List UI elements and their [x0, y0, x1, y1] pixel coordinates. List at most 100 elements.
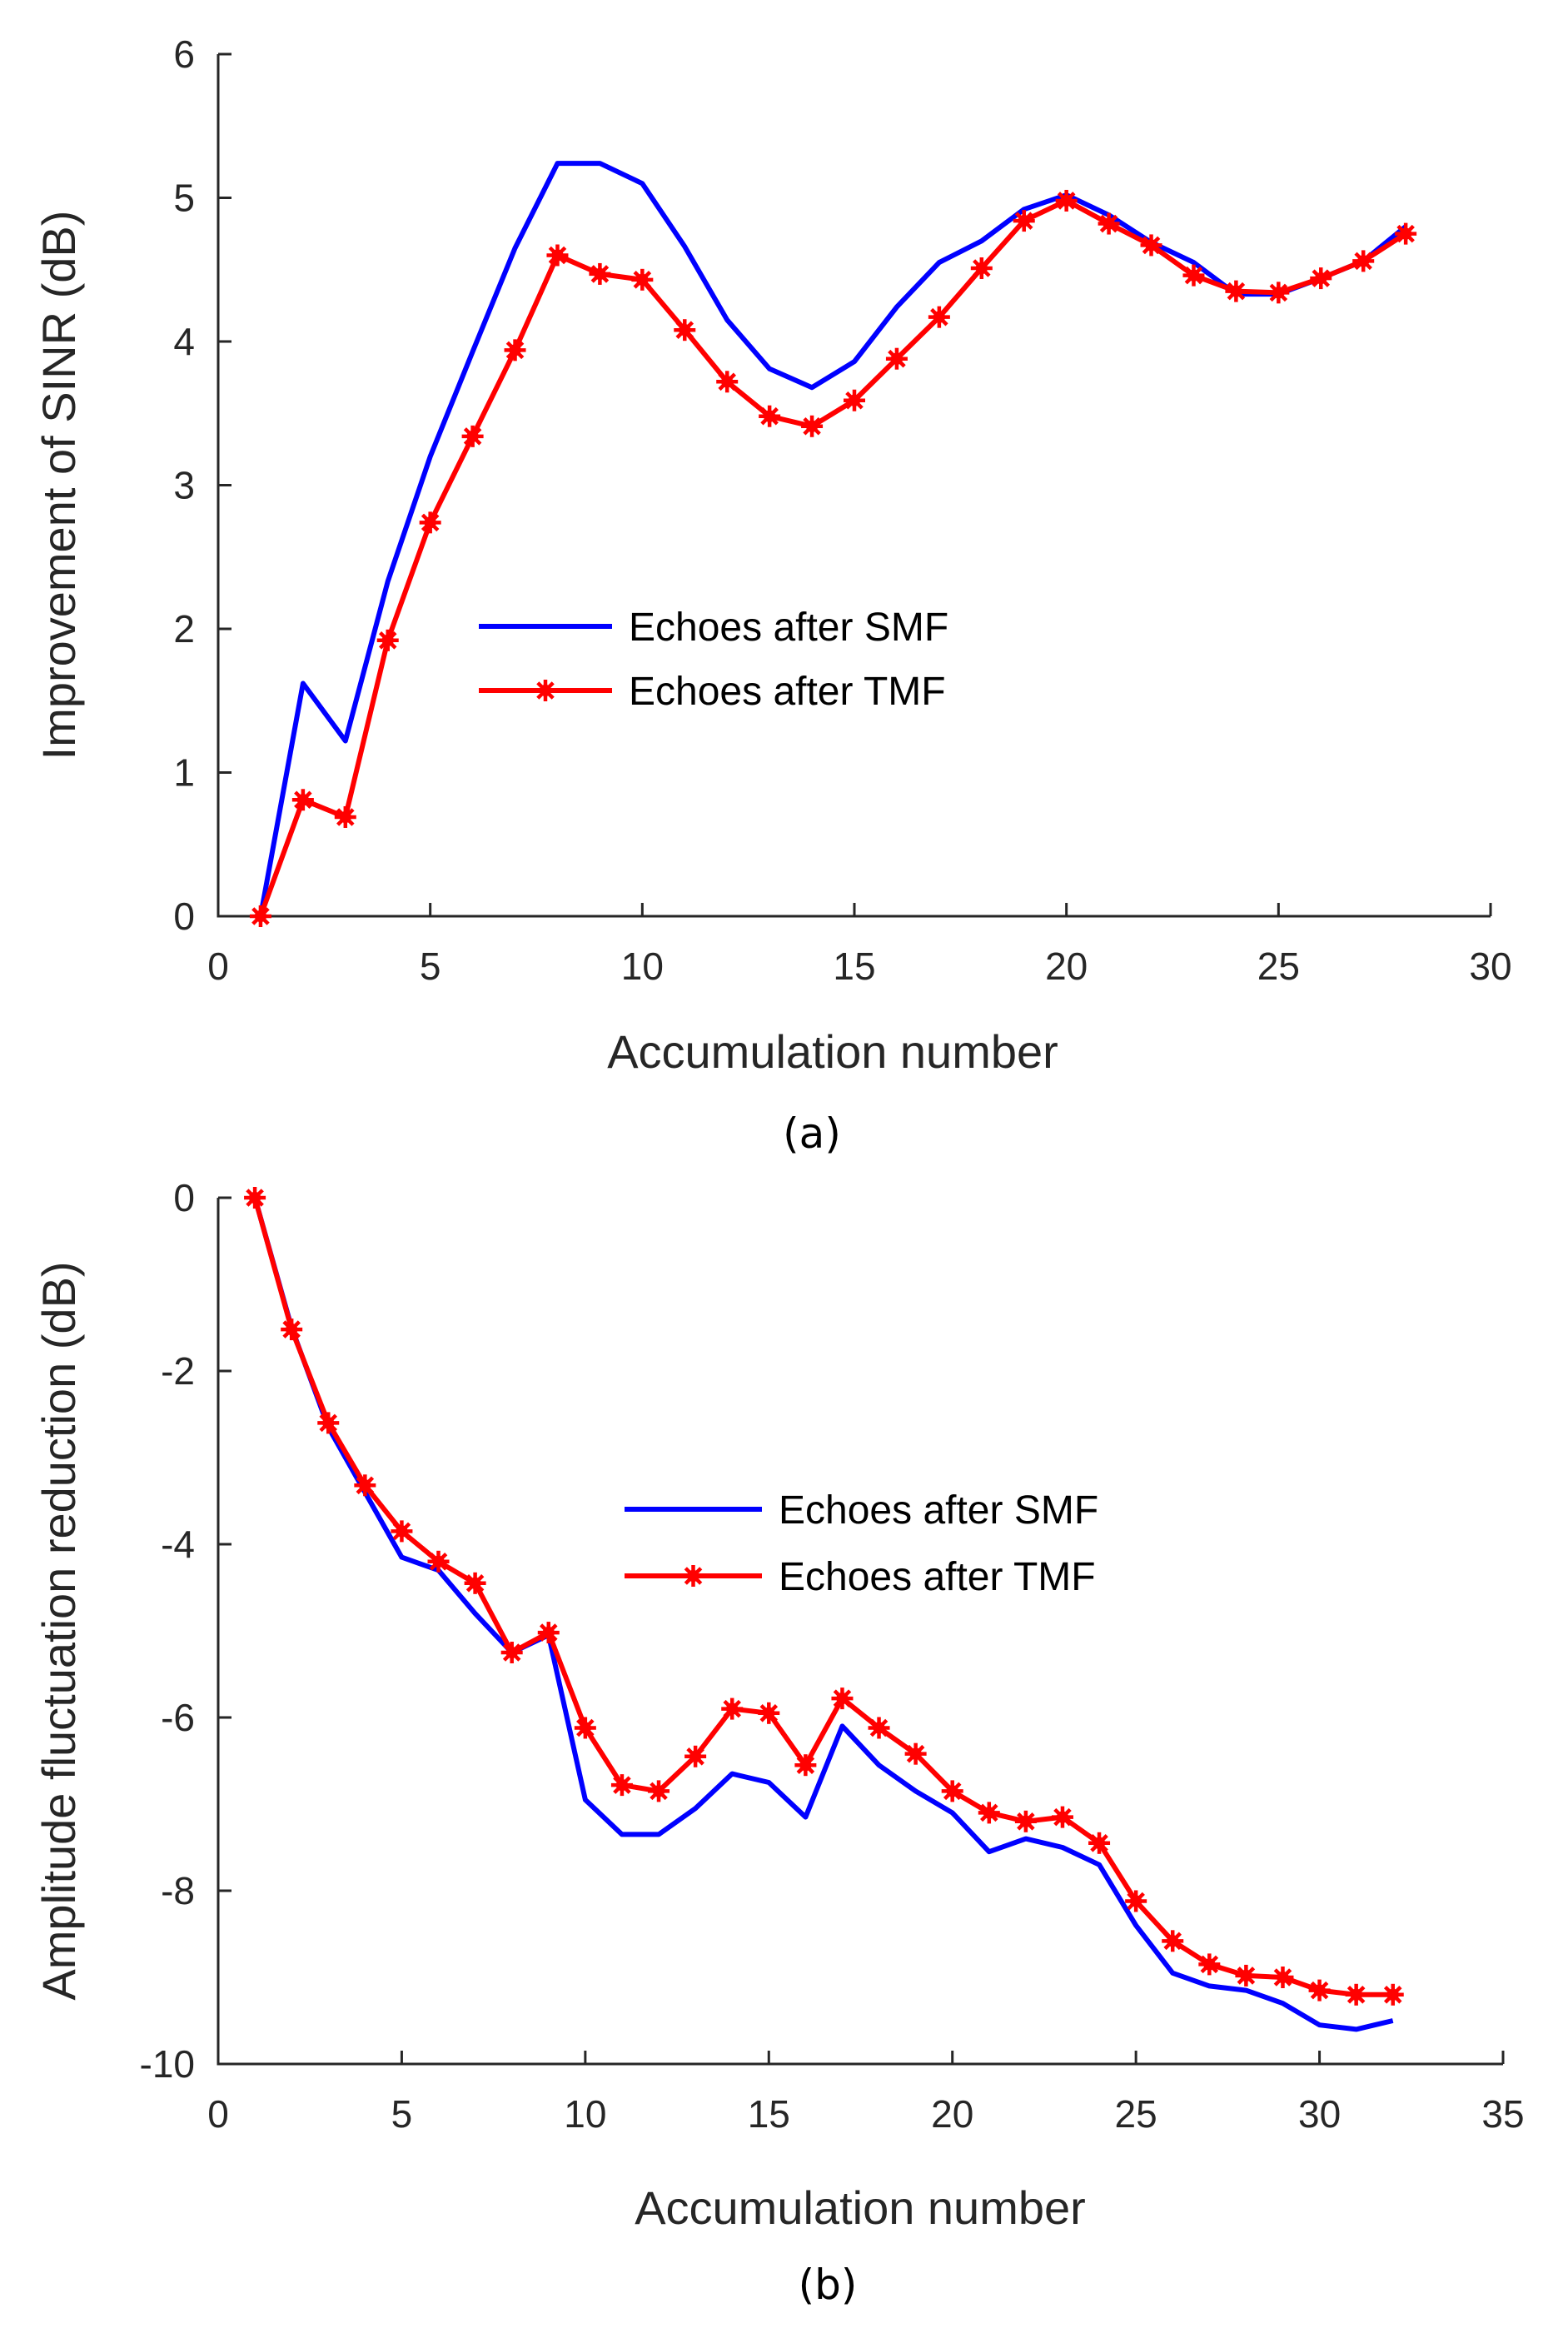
legend-b: Echoes after SMF Echoes after TMF	[625, 1488, 1098, 1599]
x-axis-label: Accumulation number	[635, 2181, 1086, 2234]
data-point-tmf	[1381, 1983, 1404, 2006]
data-point-tmf	[1088, 1832, 1111, 1854]
series-line-smf	[257, 161, 1407, 917]
data-point-tmf	[716, 371, 739, 393]
data-point-tmf	[354, 1474, 376, 1497]
y-tick-label: 2	[173, 607, 195, 651]
data-point-tmf	[1345, 1983, 1367, 2006]
data-point-tmf	[500, 1642, 523, 1663]
data-point-tmf	[1310, 267, 1332, 290]
data-point-tmf	[978, 1802, 1000, 1824]
legend-a: Echoes after SMF Echoes after TMF	[479, 606, 948, 714]
legend-marker-tmf	[535, 680, 556, 701]
y-tick-label: -10	[140, 2042, 195, 2086]
data-point-tmf	[674, 319, 696, 341]
y-tick-label: 3	[173, 464, 195, 507]
data-point-tmf	[970, 257, 993, 280]
caption-a: (a)	[783, 1109, 841, 1158]
legend-label-tmf: Echoes after TMF	[629, 670, 946, 714]
data-point-tmf	[537, 1622, 560, 1644]
data-point-tmf	[1162, 1930, 1184, 1952]
x-tick-label: 30	[1298, 2092, 1341, 2136]
data-point-tmf	[546, 244, 569, 267]
data-point-tmf	[391, 1520, 413, 1543]
y-tick-label: -8	[161, 1869, 195, 1912]
data-point-tmf	[461, 425, 484, 447]
legend-marker-tmf	[682, 1565, 704, 1587]
data-point-tmf	[684, 1745, 707, 1767]
y-tick-label: -6	[161, 1696, 195, 1739]
data-point-tmf	[1395, 222, 1417, 245]
data-point-tmf	[1235, 1964, 1257, 1987]
data-point-tmf	[1225, 280, 1247, 302]
y-tick-label: 0	[173, 895, 195, 938]
data-point-tmf	[844, 389, 865, 411]
x-tick-label: 5	[420, 945, 441, 988]
x-tick-label: 25	[1257, 945, 1300, 988]
legend-label-tmf: Echoes after TMF	[779, 1555, 1096, 1599]
data-point-tmf	[427, 1550, 450, 1573]
x-tick-label: 10	[564, 2092, 606, 2136]
series-line-smf	[252, 1197, 1394, 2032]
data-point-tmf	[1352, 250, 1375, 272]
data-point-tmf	[249, 905, 271, 927]
chart-b: 0 5 10 15 20 25 30 35 -10 -8 -6 -4 -2 0 Accumulation n…	[32, 1176, 1525, 2234]
data-point-tmf	[885, 347, 908, 370]
x-tick-label: 0	[207, 945, 229, 988]
data-point-tmf	[317, 1412, 340, 1434]
data-point-tmf	[831, 1687, 854, 1710]
data-point-tmf	[1013, 210, 1035, 232]
data-point-tmf	[1055, 189, 1078, 212]
legend-label-smf: Echoes after SMF	[629, 606, 948, 650]
x-tick-label: 15	[833, 945, 875, 988]
data-point-tmf	[376, 629, 399, 651]
data-point-tmf	[419, 511, 441, 534]
data-point-tmf	[589, 262, 611, 285]
data-point-tmf	[721, 1697, 744, 1720]
data-point-tmf	[1051, 1806, 1073, 1828]
legend-label-smf: Echoes after SMF	[779, 1488, 1098, 1533]
series-line-tmf	[258, 197, 1407, 918]
x-tick-label: 25	[1115, 2092, 1157, 2136]
caption-b: (b)	[799, 2261, 858, 2309]
data-point-tmf	[868, 1717, 890, 1739]
data-point-tmf	[1182, 264, 1205, 287]
data-point-tmf	[504, 339, 526, 361]
data-point-tmf	[1014, 1810, 1037, 1832]
y-tick-label: 0	[173, 1176, 195, 1219]
x-tick-label: 0	[207, 2092, 229, 2136]
data-point-tmf	[464, 1572, 486, 1594]
data-point-tmf	[801, 415, 824, 437]
data-point-tmf	[1272, 1967, 1294, 1988]
data-point-tmf	[648, 1780, 670, 1802]
data-point-tmf	[610, 1774, 633, 1797]
y-tick-label: 6	[173, 32, 195, 76]
x-tick-label: 5	[391, 2092, 413, 2136]
data-point-tmf	[928, 306, 950, 328]
data-point-tmf	[631, 268, 654, 291]
data-point-tmf	[759, 405, 781, 427]
data-point-tmf	[1140, 234, 1162, 257]
y-tick-label: 5	[173, 177, 195, 220]
x-tick-label: 30	[1469, 945, 1511, 988]
data-point-tmf	[291, 789, 314, 811]
y-tick-label: 4	[173, 320, 195, 363]
y-tick-label: 1	[173, 751, 195, 795]
data-point-tmf	[334, 805, 356, 828]
y-tick-label: -2	[161, 1349, 195, 1393]
data-point-tmf	[281, 1319, 303, 1341]
x-axis-label: Accumulation number	[607, 1025, 1058, 1078]
data-point-tmf	[1198, 1953, 1221, 1976]
data-point-tmf	[1125, 1890, 1147, 1912]
chart-a: 0 5 10 15 20 25 30 0 1 2 3 4 5 6 Accumulation number Im…	[32, 32, 1512, 1078]
x-tick-label: 10	[621, 945, 664, 988]
y-axis-label: Amplitude fluctuation reduction (dB)	[32, 1261, 85, 2000]
data-point-tmf	[1098, 212, 1120, 235]
data-point-tmf	[941, 1780, 963, 1802]
data-point-tmf	[1308, 1979, 1331, 2002]
x-tick-label: 15	[748, 2092, 790, 2136]
x-tick-label: 20	[931, 2092, 973, 2136]
data-point-tmf	[244, 1187, 266, 1209]
y-axis-label: Improvement of SINR (dB)	[32, 211, 85, 760]
